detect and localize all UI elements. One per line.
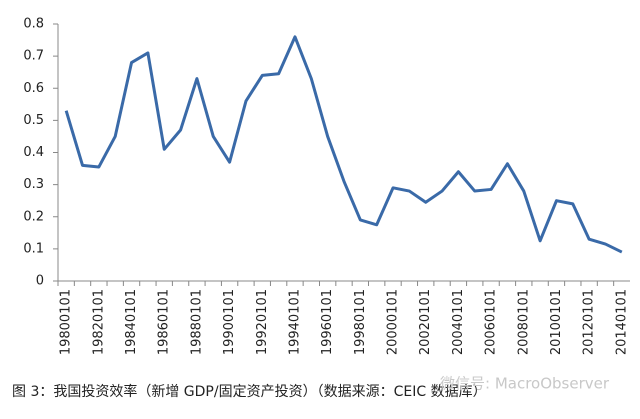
caption: 图 3：我国投资效率（新增 GDP/固定资产投资）（数据来源：CEIC 数据库） bbox=[12, 383, 487, 400]
data-line bbox=[64, 35, 623, 254]
x-tick-label: 20000101 bbox=[386, 289, 401, 355]
x-tick-label: 20080101 bbox=[516, 289, 531, 355]
x-tick-label: 20020101 bbox=[418, 289, 433, 355]
x-tick-label: 19960101 bbox=[320, 289, 335, 355]
x-tick-label: 20060101 bbox=[484, 289, 499, 355]
y-tick-label: 0.8 bbox=[23, 17, 44, 32]
x-tick-label: 19900101 bbox=[222, 289, 237, 355]
x-tick-label: 19840101 bbox=[124, 289, 139, 355]
x-tick-label: 19940101 bbox=[287, 289, 302, 355]
x-tick-label: 19880101 bbox=[189, 289, 204, 355]
y-tick-label: 0.3 bbox=[23, 177, 44, 192]
y-tick-label: 0.5 bbox=[23, 113, 44, 128]
x-tick-label: 19800101 bbox=[59, 289, 74, 355]
x-tick-label: 19860101 bbox=[157, 289, 172, 355]
x-tick-label: 19980101 bbox=[353, 289, 368, 355]
y-tick-label: 0.6 bbox=[23, 81, 44, 96]
x-tick-label: 20120101 bbox=[582, 289, 597, 355]
y-tick-label: 0.2 bbox=[23, 209, 44, 224]
x-tick-label: 19920101 bbox=[255, 289, 270, 355]
y-tick-label: 0 bbox=[36, 274, 44, 289]
x-tick-label: 20100101 bbox=[549, 289, 564, 355]
y-tick-label: 0.4 bbox=[23, 145, 44, 160]
y-tick-label: 0.1 bbox=[23, 241, 44, 256]
x-tick-label: 20040101 bbox=[451, 289, 466, 355]
x-tick-label: 20140101 bbox=[614, 289, 629, 355]
watermark: 微信号: MacroObserver bbox=[440, 375, 610, 393]
y-tick-label: 0.7 bbox=[23, 49, 44, 64]
x-tick-label: 19820101 bbox=[91, 289, 106, 355]
